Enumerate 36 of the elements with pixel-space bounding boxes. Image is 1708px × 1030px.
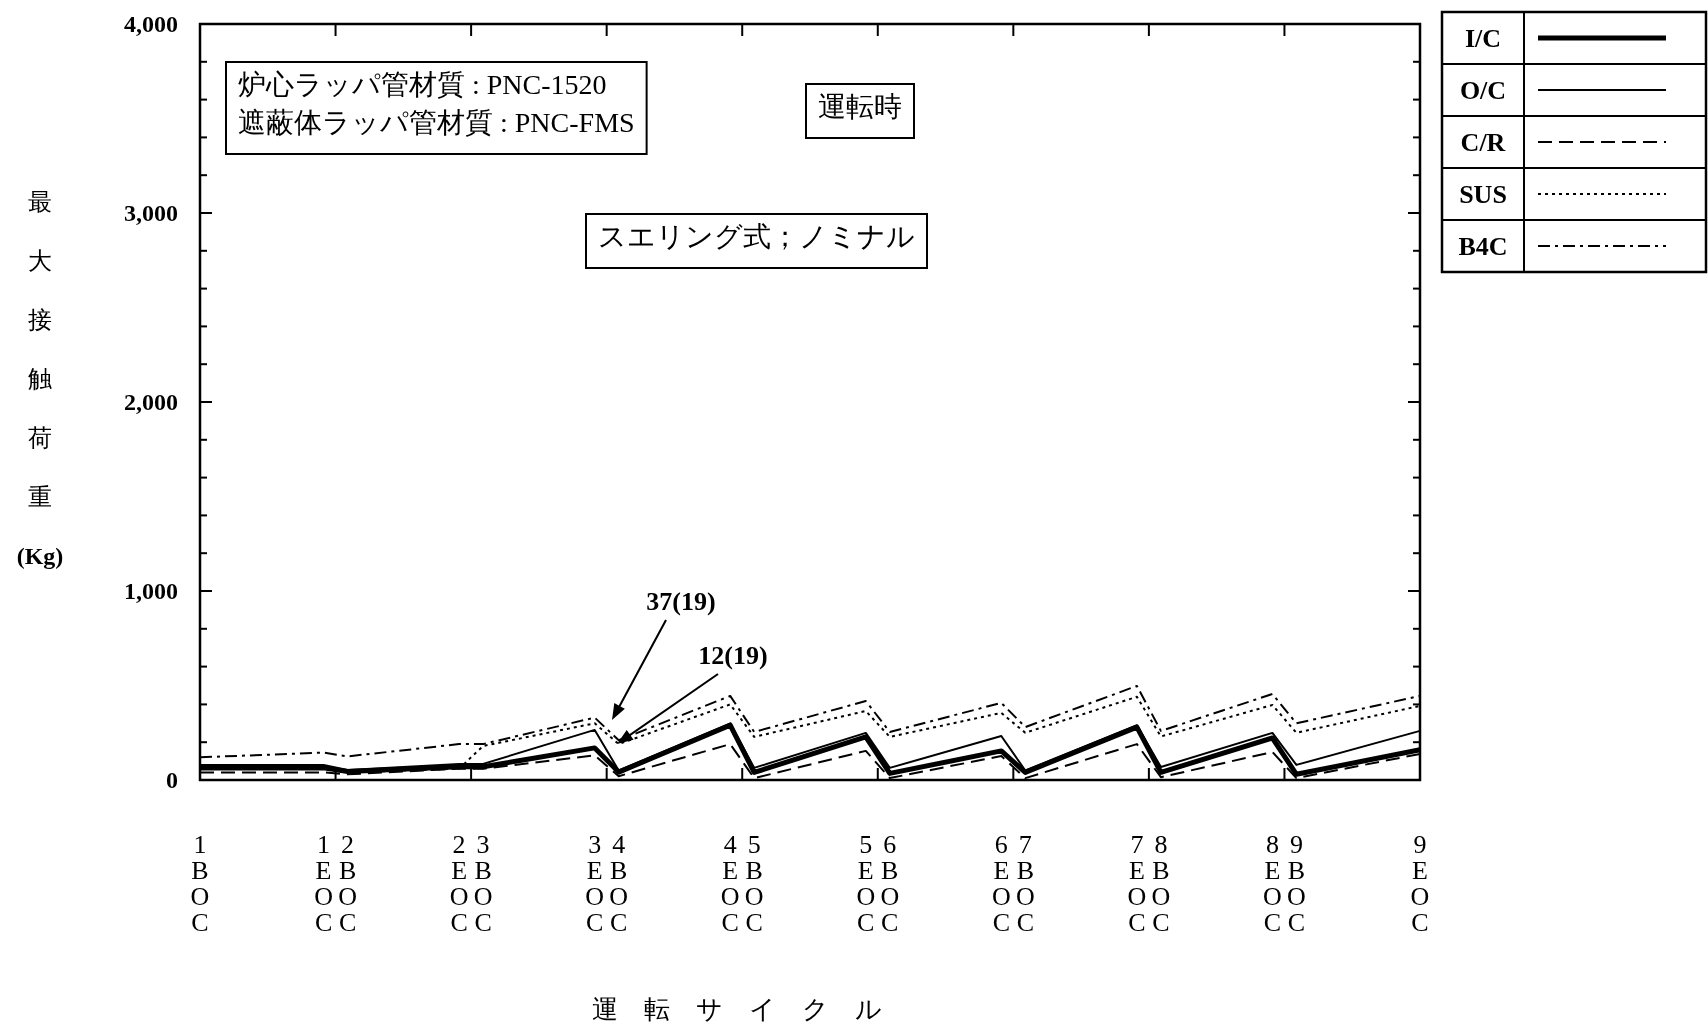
x-tick-label: 7BOC (1015, 830, 1035, 937)
legend-label: O/C (1459, 76, 1507, 105)
y-tick-label: 3,000 (124, 200, 178, 226)
x-tick-label: 4EOC (720, 830, 740, 937)
x-tick-label: 8BOC (1151, 830, 1171, 937)
x-tick-label: 3BOC (473, 830, 493, 937)
x-tick-label: 4BOC (609, 830, 629, 937)
legend-label: SUS (1459, 180, 1507, 209)
annotation: 炉心ラッパ管材質 : PNC-1520 (238, 69, 607, 100)
y-tick-label: 1,000 (124, 578, 178, 604)
x-tick-label: 9EOC (1410, 830, 1430, 937)
annotation: 37(19) (646, 587, 716, 616)
legend-label: B4C (1458, 232, 1508, 261)
x-axis-title: 運転サイクル (592, 995, 908, 1024)
x-tick-label: 5BOC (744, 830, 764, 937)
y-tick-label: 4,000 (124, 11, 178, 37)
annotation: スエリング式；ノミナル (598, 221, 915, 252)
x-tick-label: 1EOC (314, 830, 333, 937)
y-tick-label: 2,000 (124, 389, 178, 415)
x-tick-label: 2BOC (338, 830, 357, 937)
x-tick-label: 2EOC (449, 830, 469, 937)
x-tick-label: 1BOC (190, 830, 210, 937)
x-tick-label: 9BOC (1287, 830, 1306, 937)
legend-label: C/R (1460, 128, 1506, 157)
x-tick-label: 8EOC (1263, 830, 1282, 937)
legend-label: I/C (1464, 24, 1502, 53)
annotation: 運転時 (818, 91, 902, 122)
annotation: 12(19) (698, 641, 768, 670)
text: 最大接触荷重(Kg) (16, 189, 64, 569)
x-tick-label: 3EOC (585, 830, 605, 937)
annotation: 遮蔽体ラッパ管材質 : PNC-FMS (238, 107, 635, 138)
x-tick-label: 6BOC (880, 830, 900, 937)
x-tick-label: 6EOC (991, 830, 1011, 937)
x-tick-label: 7EOC (1127, 830, 1147, 937)
x-tick-label: 5EOC (856, 830, 876, 937)
y-tick-label: 0 (166, 767, 178, 793)
